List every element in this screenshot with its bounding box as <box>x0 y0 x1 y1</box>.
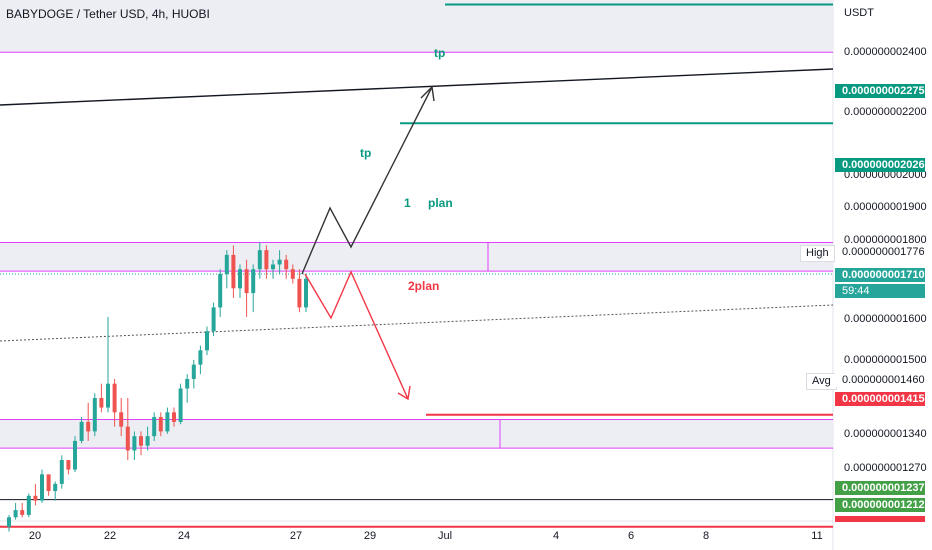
bearish-candle <box>125 426 130 451</box>
bearish-candle <box>297 278 302 308</box>
bearish-candle <box>66 460 71 470</box>
bullish-candle <box>165 412 170 432</box>
bullish-candle <box>92 398 97 432</box>
bearish-candle <box>112 383 117 413</box>
lower-trendline <box>0 304 834 342</box>
bearish-candle <box>264 250 269 270</box>
upper-trendline <box>0 68 834 106</box>
bullish-candle <box>73 440 77 470</box>
bullish-candle <box>218 274 223 308</box>
bullish-candle <box>13 510 18 518</box>
current-price-tag: 0.000000001710 <box>835 268 925 282</box>
bullish-candle <box>79 421 84 441</box>
bullish-candle <box>211 307 216 332</box>
time-axis-label: 6 <box>627 530 635 542</box>
bullish-candle <box>198 350 203 365</box>
bearish-candle <box>139 436 143 446</box>
time-axis-label: 29 <box>363 530 377 542</box>
time-axis-label: 8 <box>702 530 710 542</box>
bullish-candle <box>224 254 229 274</box>
high-price-tag: 0.000000001776 <box>835 245 925 259</box>
bullish-candle <box>257 250 262 270</box>
tp-mid-label: tp <box>360 146 372 160</box>
bearish-candle <box>86 421 91 432</box>
countdown-tag: 59:44 <box>835 284 925 298</box>
plan1-label: plan <box>428 196 453 210</box>
bullish-candle <box>251 269 256 294</box>
avg-price-tag: 0.000000001460 <box>835 373 925 387</box>
plan1-up-path <box>301 86 433 275</box>
time-axis-label: Jul <box>437 530 453 542</box>
bullish-candle <box>40 474 44 501</box>
bullish-candle <box>185 378 190 389</box>
bearish-candle <box>244 269 249 294</box>
bullish-candle <box>205 331 209 351</box>
price-axis-label: 0.000000002000 <box>844 169 927 181</box>
bearish-candle <box>46 474 51 492</box>
bullish-candle <box>178 388 183 422</box>
plan1-number: 1 <box>404 196 411 210</box>
price-axis-label: 0.000000001600 <box>844 313 927 325</box>
support2-price-tag: 0.000000001212 <box>835 498 925 512</box>
price-axis-label: 0.000000001270 <box>844 462 927 474</box>
bullish-candle <box>26 495 31 515</box>
tp1-price-tag: 0.000000002275 <box>835 84 925 98</box>
bullish-candle <box>132 436 137 451</box>
price-axis-label: 0.000000001340 <box>844 428 927 440</box>
bearish-candle <box>231 254 236 289</box>
time-axis-label: 11 <box>811 530 823 542</box>
bearish-candle <box>20 510 25 515</box>
high-side-label: High <box>800 245 835 262</box>
time-axis-label: 22 <box>103 530 117 542</box>
bullish-candle <box>304 278 308 308</box>
bottom-price-tag <box>835 516 925 522</box>
bearish-candle <box>119 412 124 427</box>
price-unit-label: USDT <box>844 7 874 19</box>
bullish-candle <box>191 364 196 379</box>
time-axis-label: 24 <box>177 530 191 542</box>
support1-price-tag: 0.000000001237 <box>835 481 925 495</box>
bullish-candle <box>53 483 58 492</box>
bullish-candle <box>277 259 282 265</box>
bullish-candle <box>238 269 242 289</box>
chart-title: BABYDOGE / Tether USD, 4h, HUOBI <box>6 7 210 21</box>
plan2-label: 2plan <box>408 279 440 293</box>
price-axis-label: 0.000000001500 <box>844 354 927 366</box>
bullish-candle <box>145 436 150 446</box>
bullish-candle <box>152 417 157 437</box>
price-axis-label: 0.000000002200 <box>844 106 927 118</box>
plan2-arrowhead <box>397 385 411 401</box>
zone-2 <box>0 242 833 272</box>
tp-top-label: tp <box>434 46 446 60</box>
price-axis-label: 0.000000001800 <box>844 234 927 246</box>
bearish-candle <box>158 417 163 432</box>
time-axis-label: 20 <box>28 530 42 542</box>
tp2-price-tag: 0.000000002026 <box>835 158 925 172</box>
time-axis-label: 4 <box>552 530 560 542</box>
bullish-candle <box>59 460 64 484</box>
bearish-candle <box>99 398 104 408</box>
price-axis-label: 0.000000001900 <box>844 201 927 213</box>
bearish-candle <box>172 412 176 422</box>
plan1-arrowhead <box>420 85 435 102</box>
target-down-price-tag: 0.000000001415 <box>835 392 925 406</box>
price-axis-label: 0.000000002400 <box>844 46 927 58</box>
bearish-candle <box>284 259 289 270</box>
plan2-down-path <box>304 270 409 400</box>
avg-side-label: Avg <box>806 373 837 390</box>
bearish-candle <box>33 495 38 501</box>
bullish-candle <box>106 383 110 408</box>
zone-1 <box>0 0 833 53</box>
bullish-candle <box>7 517 11 527</box>
bullish-candle <box>271 264 275 270</box>
bearish-candle <box>290 269 295 279</box>
time-axis-label: 27 <box>289 530 303 542</box>
zone-3 <box>0 419 833 449</box>
